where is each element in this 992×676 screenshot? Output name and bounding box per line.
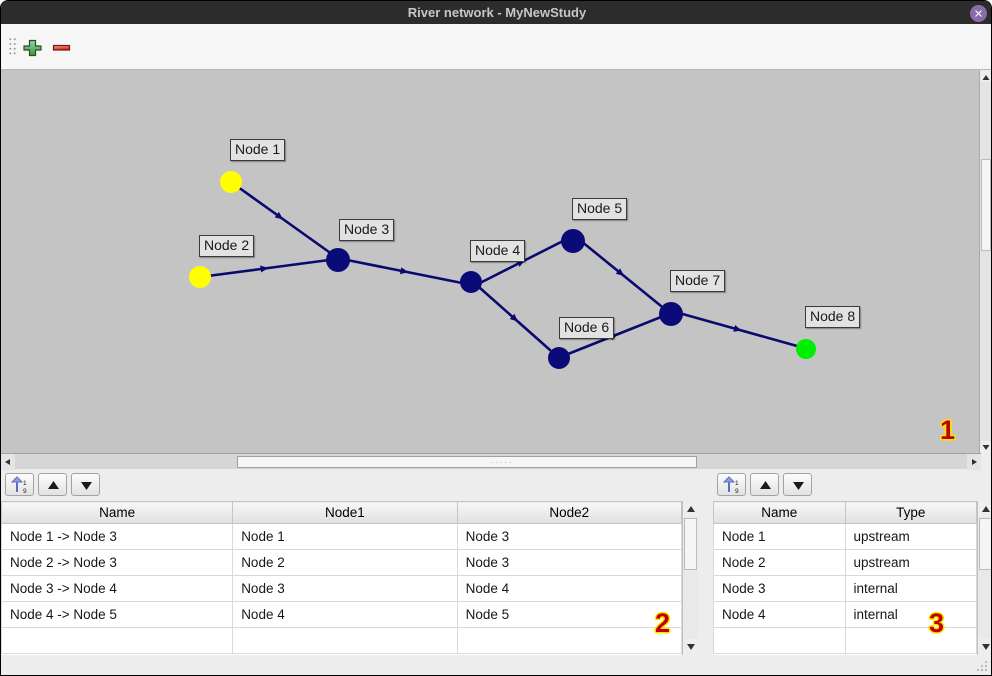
svg-text:9: 9 <box>735 488 739 495</box>
svg-text:1: 1 <box>735 480 739 487</box>
svg-text:1: 1 <box>23 480 27 487</box>
svg-text:9: 9 <box>23 488 27 495</box>
